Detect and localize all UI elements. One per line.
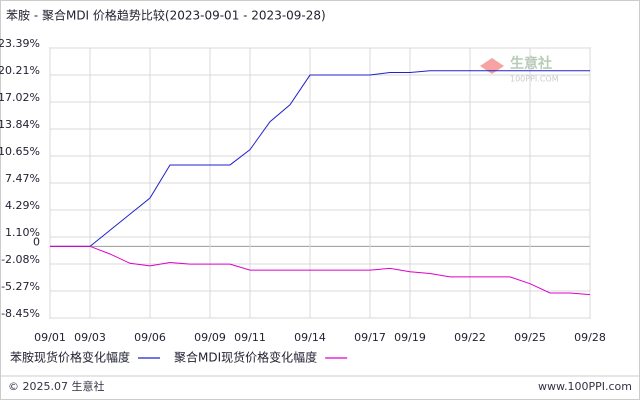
y-tick-label: 1.10%: [5, 226, 40, 239]
x-tick-label: 09/03: [74, 331, 106, 344]
y-tick-label: -5.27%: [1, 280, 40, 293]
x-tick-label: 09/28: [574, 331, 606, 344]
watermark: 生意社 100PPI.COM: [480, 55, 559, 84]
legend-label: 聚合MDI现货价格变化幅度: [174, 350, 317, 365]
watermark-name: 生意社: [510, 55, 552, 72]
y-tick-label: -8.45%: [1, 307, 40, 320]
y-tick-label: 0: [33, 235, 40, 248]
x-tick-label: 09/19: [394, 331, 426, 344]
y-tick-label: 17.02%: [0, 91, 40, 104]
y-tick-label: 10.65%: [0, 145, 40, 158]
y-tick-label: 4.29%: [5, 199, 40, 212]
x-tick-label: 09/22: [454, 331, 486, 344]
series-line: [50, 70, 590, 247]
x-tick-label: 09/11: [234, 331, 266, 344]
watermark-logo: [480, 58, 504, 74]
legend-label: 苯胺现货价格变化幅度: [10, 350, 130, 365]
x-tick-label: 09/06: [134, 331, 166, 344]
y-tick-label: 13.84%: [0, 118, 40, 131]
x-tick-label: 09/25: [514, 331, 546, 344]
y-tick-label: 7.47%: [5, 172, 40, 185]
footer-copyright: © 2025.07 生意社: [8, 379, 104, 393]
x-tick-label: 09/09: [194, 331, 226, 344]
x-tick-label: 09/01: [34, 331, 66, 344]
chart-title: 苯胺 - 聚合MDI 价格趋势比较(2023-09-01 - 2023-09-2…: [6, 8, 326, 23]
y-tick-label: 20.21%: [0, 64, 40, 77]
y-tick-label: -2.08%: [1, 253, 40, 266]
series-line: [50, 245, 591, 296]
x-tick-label: 09/17: [354, 331, 386, 344]
x-tick-label: 09/14: [294, 331, 326, 344]
footer-url: www.100PPI.com: [538, 380, 632, 393]
watermark-site: 100PPI.COM: [510, 75, 559, 84]
y-tick-label: 23.39%: [0, 37, 40, 50]
